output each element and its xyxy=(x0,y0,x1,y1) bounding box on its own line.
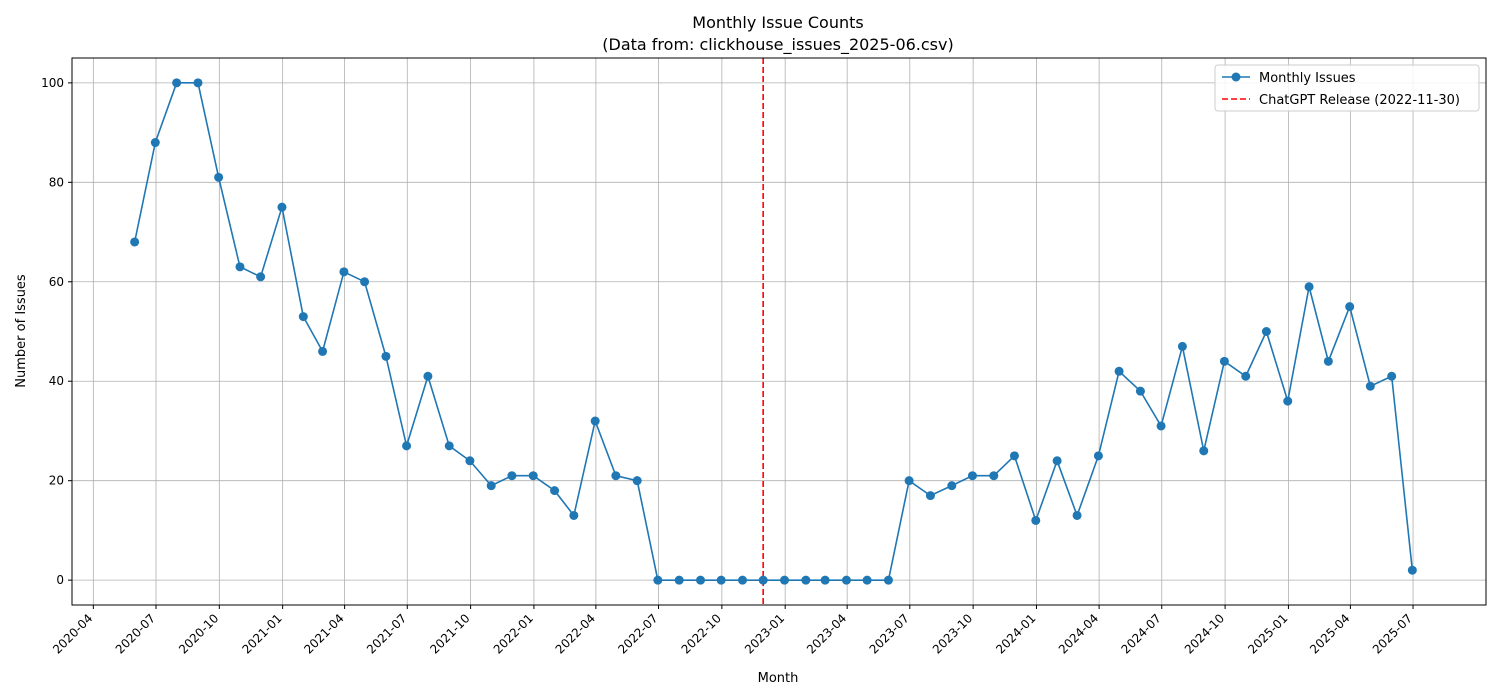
data-point xyxy=(947,481,957,491)
data-point xyxy=(611,471,621,481)
data-point xyxy=(1135,386,1145,396)
data-point xyxy=(402,441,412,451)
data-point xyxy=(1093,451,1103,461)
data-point xyxy=(339,267,349,277)
data-point xyxy=(1261,327,1271,336)
data-point xyxy=(1177,341,1187,351)
legend-label-chatgpt-release: ChatGPT Release (2022-11-30) xyxy=(1259,93,1460,108)
data-point xyxy=(550,486,560,496)
data-point xyxy=(528,471,538,481)
legend-marker-dot xyxy=(1231,72,1241,82)
data-point xyxy=(1323,356,1333,366)
data-point xyxy=(1114,366,1124,376)
data-point xyxy=(1072,510,1082,520)
data-point xyxy=(1199,446,1209,456)
data-point xyxy=(130,237,140,247)
series xyxy=(130,78,1417,585)
data-point xyxy=(1052,456,1062,466)
data-point xyxy=(1156,421,1166,431)
data-point xyxy=(967,471,977,481)
plot-frame xyxy=(71,57,1487,606)
data-point xyxy=(862,575,872,585)
data-point xyxy=(1009,451,1019,461)
data-point xyxy=(883,575,893,585)
data-point xyxy=(758,575,768,585)
data-point xyxy=(235,262,245,272)
data-point xyxy=(444,441,454,451)
grid xyxy=(72,58,1486,605)
y-tick-label: 40 xyxy=(49,374,64,388)
data-point xyxy=(1219,356,1229,366)
data-point xyxy=(1407,565,1417,575)
data-point xyxy=(486,481,496,491)
data-point xyxy=(738,575,748,585)
data-point xyxy=(674,575,684,585)
data-point xyxy=(569,510,579,520)
data-point xyxy=(214,172,224,182)
data-point xyxy=(904,476,914,486)
data-point xyxy=(193,78,203,88)
data-point xyxy=(150,138,160,148)
data-point xyxy=(1387,371,1397,381)
y-tick-label: 60 xyxy=(49,275,64,289)
data-point xyxy=(507,471,517,481)
data-point xyxy=(277,202,287,212)
data-point xyxy=(1345,302,1355,312)
data-point xyxy=(716,575,726,585)
data-point xyxy=(801,575,811,585)
data-point xyxy=(465,456,475,466)
data-point xyxy=(632,476,642,486)
data-point xyxy=(423,371,433,381)
y-tick-label: 20 xyxy=(49,474,64,488)
legend-box xyxy=(1214,64,1480,112)
data-point xyxy=(1365,381,1375,391)
x-axis-label: Month xyxy=(758,671,799,686)
data-point xyxy=(989,471,999,481)
data-point xyxy=(653,575,663,585)
data-point xyxy=(590,416,600,426)
legend: Monthly Issues ChatGPT Release (2022-11-… xyxy=(1214,64,1480,112)
y-tick-label: 100 xyxy=(41,76,64,90)
data-point xyxy=(360,277,370,287)
data-point xyxy=(256,272,266,282)
y-tick-label: 0 xyxy=(56,573,64,587)
legend-label-monthly-issues: Monthly Issues xyxy=(1259,71,1356,86)
data-point xyxy=(1304,282,1314,292)
data-point xyxy=(820,575,830,585)
data-point xyxy=(780,575,790,585)
data-point xyxy=(841,575,851,585)
data-point xyxy=(1031,515,1041,525)
chart-subtitle: (Data from: clickhouse_issues_2025-06.cs… xyxy=(602,35,953,55)
data-point xyxy=(696,575,706,585)
y-axis-label: Number of Issues xyxy=(14,274,29,388)
data-point xyxy=(1283,396,1293,406)
data-point xyxy=(298,312,308,322)
y-tick-label: 80 xyxy=(49,175,64,189)
data-point xyxy=(1241,371,1251,381)
data-point xyxy=(925,491,935,501)
data-point xyxy=(172,78,182,88)
data-point xyxy=(318,346,328,356)
data-point xyxy=(381,351,391,361)
chart-title: Monthly Issue Counts xyxy=(692,13,863,32)
